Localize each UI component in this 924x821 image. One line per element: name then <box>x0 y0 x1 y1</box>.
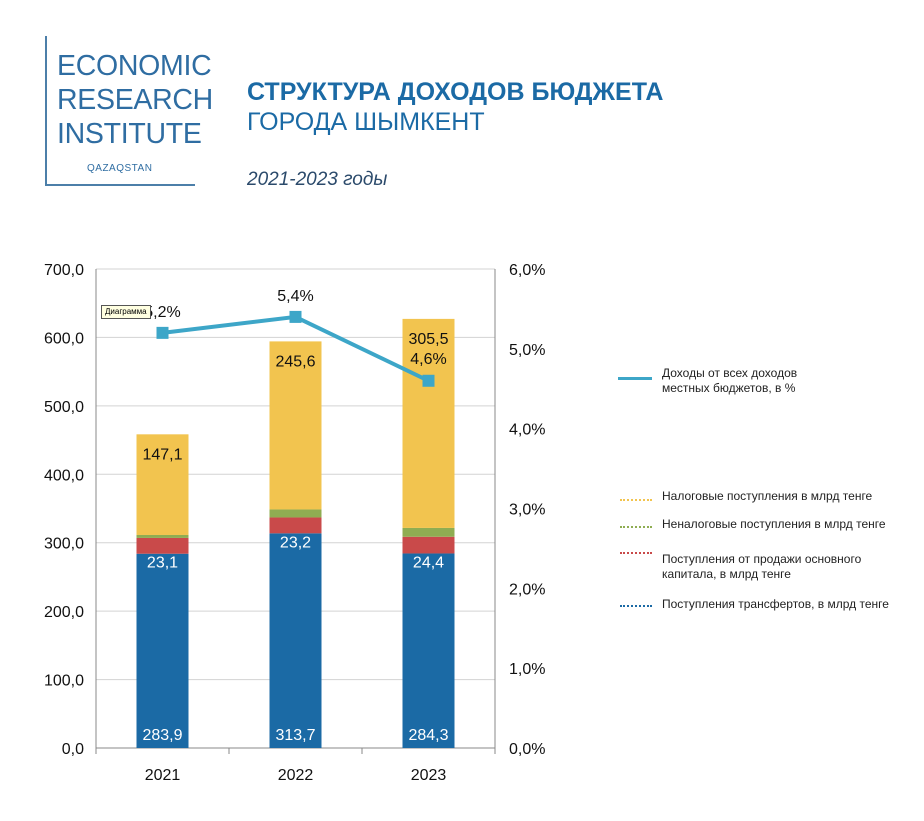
y-tick-label: 600,0 <box>44 330 84 347</box>
chart-subtitle: ГОРОДА ШЫМКЕНТ <box>247 108 485 136</box>
bar-nontax-2021 <box>136 534 189 538</box>
data-label-tax: 245,6 <box>275 353 315 370</box>
y-tick-label: 400,0 <box>44 467 84 484</box>
eri-logo: ECONOMIC RESEARCH INSTITUTE QAZAQSTAN <box>45 36 213 186</box>
y2-tick-label: 4,0% <box>509 422 545 439</box>
chart-title: СТРУКТУРА ДОХОДОВ БЮДЖЕТА <box>247 78 664 106</box>
legend-transfers-label: Поступления трансфертов, в млрд тенге <box>662 597 889 611</box>
line-data-label: 5,2% <box>144 304 180 321</box>
data-label-tax: 147,1 <box>142 446 182 463</box>
chart-tooltip: Диаграмма <box>101 305 151 319</box>
line-data-label: 4,6% <box>410 351 446 368</box>
x-tick-label: 2023 <box>411 767 447 784</box>
logo-line-economic: ECONOMIC <box>57 50 212 82</box>
y2-tick-label: 1,0% <box>509 661 545 678</box>
data-label-transfers: 313,7 <box>275 727 315 744</box>
legend-capital-label-1: Поступления от продажи основного <box>662 552 862 566</box>
y-tick-label: 700,0 <box>44 262 84 279</box>
logo-line-research: RESEARCH <box>57 84 213 116</box>
legend-line-label-1: Доходы от всех доходов <box>662 366 798 380</box>
legend-capital-label: Поступления от продажи основного капитал… <box>662 552 861 582</box>
legend-line-label-2: местных бюджетов, в % <box>662 381 796 395</box>
line-point-2022 <box>289 310 302 323</box>
bar-transfers-2023 <box>402 553 455 748</box>
legend-line-swatch <box>618 377 652 380</box>
y-tick-label: 0,0 <box>62 741 84 758</box>
y-tick-label: 200,0 <box>44 604 84 621</box>
x-tick-label: 2022 <box>278 767 314 784</box>
bar-transfers-2021 <box>136 553 189 748</box>
data-label-capital: 24,4 <box>413 554 444 571</box>
x-tick-label: 2021 <box>145 767 181 784</box>
legend-capital-label-2: капитала, в млрд тенге <box>662 567 791 581</box>
y-tick-label: 100,0 <box>44 673 84 690</box>
data-label-capital: 23,1 <box>147 555 178 572</box>
logo-line-institute: INSTITUTE <box>57 118 202 150</box>
y2-tick-label: 0,0% <box>509 741 545 758</box>
y2-tick-label: 5,0% <box>509 342 545 359</box>
data-label-tax: 305,5 <box>408 331 448 348</box>
bar-tax-2023 <box>402 318 455 528</box>
legend-transfers-swatch <box>620 605 652 607</box>
line-point-2023 <box>422 374 435 387</box>
data-label-transfers: 284,3 <box>408 727 448 744</box>
y2-tick-label: 2,0% <box>509 581 545 598</box>
bar-transfers-2022 <box>269 533 322 748</box>
line-point-2021 <box>156 326 169 339</box>
legend-tax-label: Налоговые поступления в млрд тенге <box>662 489 873 503</box>
legend-nontax-label: Неналоговые поступления в млрд тенге <box>662 517 886 531</box>
legend-nontax-swatch <box>620 526 652 528</box>
line-data-label: 5,4% <box>277 288 313 305</box>
bar-tax-2021 <box>136 434 189 535</box>
data-label-transfers: 283,9 <box>142 727 182 744</box>
bar-capital-2022 <box>269 517 322 534</box>
logo-sub-qazaqstan: QAZAQSTAN <box>87 163 153 174</box>
legend-capital-swatch <box>620 552 652 554</box>
bar-tax-2022 <box>269 341 322 510</box>
legend-line-label: Доходы от всех доходов местных бюджетов,… <box>662 366 797 396</box>
bar-capital-2023 <box>402 536 455 554</box>
y-tick-label: 500,0 <box>44 399 84 416</box>
chart-years: 2021-2023 годы <box>247 169 388 190</box>
legend-tax-swatch <box>620 499 652 501</box>
data-label-capital: 23,2 <box>280 534 311 551</box>
bar-nontax-2023 <box>402 527 455 537</box>
bar-capital-2021 <box>136 537 189 554</box>
y2-tick-label: 3,0% <box>509 502 545 519</box>
bar-nontax-2022 <box>269 509 322 518</box>
y2-tick-label: 6,0% <box>509 262 545 279</box>
y-tick-label: 300,0 <box>44 536 84 553</box>
